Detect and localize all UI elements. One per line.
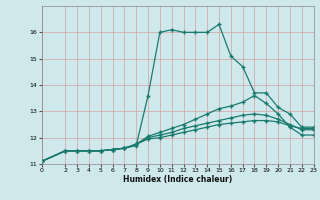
X-axis label: Humidex (Indice chaleur): Humidex (Indice chaleur)	[123, 175, 232, 184]
